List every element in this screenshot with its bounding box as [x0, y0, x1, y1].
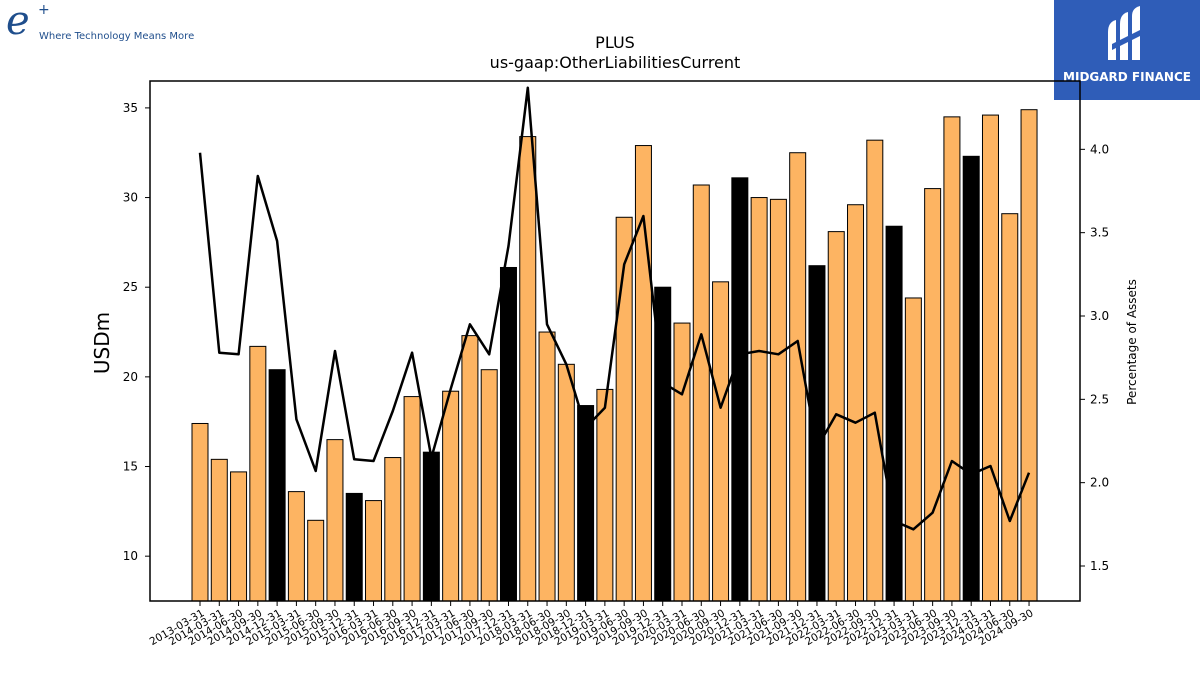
bar-2014-06-30: [230, 471, 248, 602]
bar-2017-12-31: [499, 266, 517, 602]
bar-2023-09-30: [943, 116, 961, 602]
bar-2016-06-30: [384, 457, 402, 602]
y-tick-label: 20: [123, 370, 138, 384]
bar-2016-03-31: [365, 500, 383, 602]
logo-left-tagline: Where Technology Means More: [39, 31, 195, 42]
company-logo-left: e + Where Technology Means More: [4, 0, 204, 50]
chart-subtitle: us-gaap:OtherLiabilitiesCurrent: [490, 53, 741, 72]
x-axis: 2013-03-312014-03-312014-06-302014-09-30…: [148, 601, 1036, 648]
bar-2022-09-30: [866, 139, 884, 602]
y-tick-label: 35: [123, 101, 138, 115]
y-tick-label: 25: [123, 280, 138, 294]
bar-2019-09-30: [634, 145, 652, 602]
bar-2018-06-30: [538, 331, 556, 602]
bar-2017-09-30: [480, 369, 498, 602]
bar-2018-03-31: [519, 136, 537, 602]
y2-axis-label: Percentage of Assets: [1125, 279, 1139, 405]
bar-2018-09-30: [557, 363, 575, 602]
y2-tick-label: 3.0: [1090, 309, 1109, 323]
bar-2015-09-30: [326, 439, 344, 602]
y2-tick-label: 3.5: [1090, 226, 1109, 240]
bar-2024-06-30: [1001, 213, 1019, 602]
bar-2013-03-31: [191, 422, 209, 602]
bar-2022-12-31: [885, 225, 903, 602]
bar-layer: [191, 109, 1038, 602]
bar-2019-03-31: [596, 388, 614, 602]
y2-tick-label: 2.5: [1090, 392, 1109, 406]
bar-2021-06-30: [769, 198, 787, 602]
bar-2023-12-31: [962, 155, 980, 602]
bar-2024-03-31: [981, 114, 999, 602]
chart-title: PLUS: [595, 33, 635, 52]
y-axis-label: USDm: [90, 312, 114, 374]
company-logo-right: MIDGARD FINANCE: [1054, 0, 1200, 100]
bar-2017-06-30: [461, 335, 479, 602]
y-axis-left: 10 15 20 25 30 35: [123, 101, 150, 563]
bar-2014-03-31: [210, 458, 228, 602]
bar-2014-09-30: [249, 345, 267, 602]
plot-frame: [149, 80, 1081, 602]
bar-2016-12-31: [422, 451, 440, 602]
y2-tick-label: 4.0: [1090, 142, 1109, 156]
bar-2023-03-31: [904, 297, 922, 602]
bar-2015-06-30: [307, 519, 325, 602]
y2-tick-label: 2.0: [1090, 476, 1109, 490]
bar-2021-12-31: [808, 265, 826, 602]
y2-tick-label: 1.5: [1090, 559, 1109, 573]
percentage-line: [198, 86, 1031, 531]
bar-2014-12-31: [268, 369, 286, 602]
logo-left-mark: e: [6, 0, 30, 44]
bar-2020-03-31: [673, 322, 691, 602]
y-tick-label: 10: [123, 549, 138, 563]
bar-2022-06-30: [847, 204, 865, 602]
bar-2016-09-30: [403, 396, 421, 602]
midgard-logo-icon: [1108, 6, 1140, 60]
bar-2024-09-30: [1020, 109, 1038, 602]
bar-2023-06-30: [924, 188, 942, 602]
bar-2015-03-31: [287, 491, 305, 602]
bar-2020-06-30: [692, 184, 710, 602]
y-axis-right: 1.5 2.0 2.5 3.0 3.5 4.0: [1080, 142, 1109, 573]
bar-2015-12-31: [345, 492, 363, 602]
bar-2021-03-31: [750, 197, 768, 602]
logo-right-name: MIDGARD FINANCE: [1063, 70, 1191, 84]
logo-left-superscript: +: [38, 2, 50, 18]
line-layer: [198, 86, 1031, 531]
y-tick-label: 30: [123, 191, 138, 205]
bar-2017-03-31: [442, 390, 460, 602]
bar-2020-09-30: [712, 281, 730, 602]
bar-2020-12-31: [731, 177, 749, 602]
bar-2018-12-31: [577, 405, 595, 602]
y-tick-label: 15: [123, 460, 138, 474]
bar-2019-06-30: [615, 216, 633, 602]
